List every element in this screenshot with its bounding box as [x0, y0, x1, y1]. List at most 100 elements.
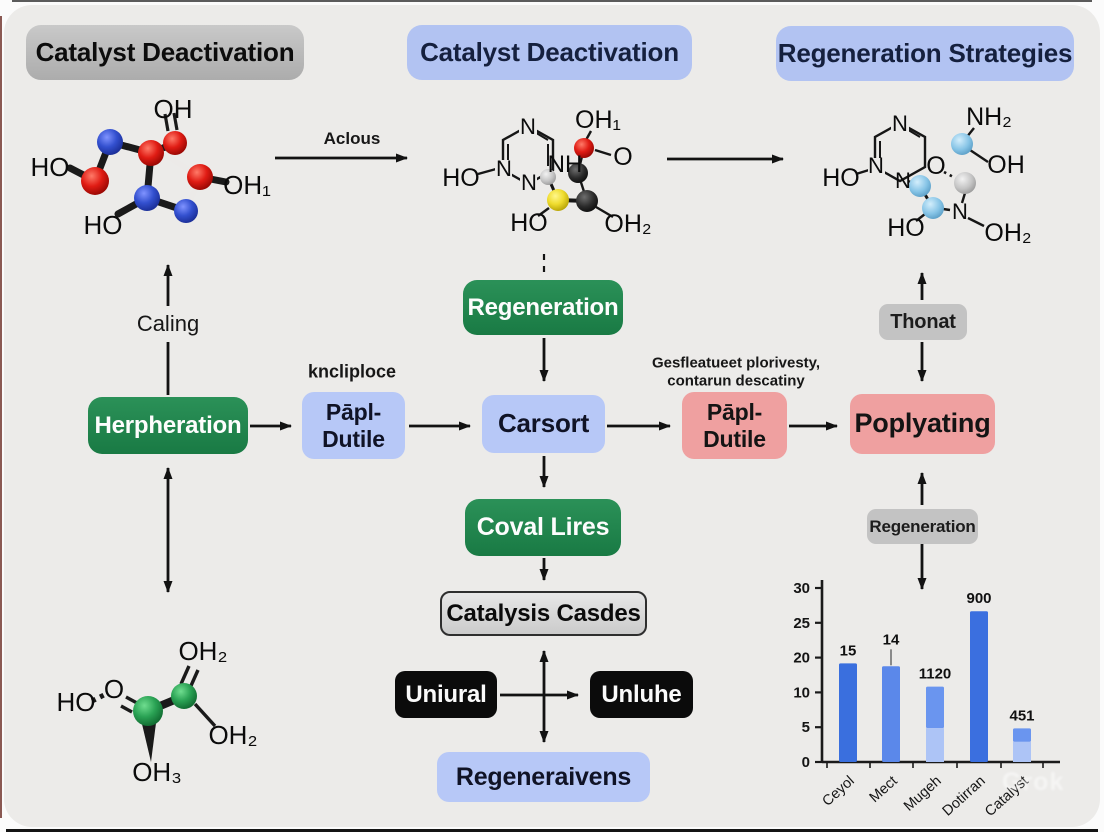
box-label: Regeneraivens [455, 762, 632, 791]
atom-ball [134, 185, 160, 211]
atom-label: HO [31, 152, 70, 182]
atom-label: OH₂ [178, 636, 227, 666]
atom-label: OH₂ [984, 219, 1031, 247]
atom-label: OH₂ [604, 210, 651, 238]
atom-label: OH₂ [208, 720, 257, 750]
chart-bar [1013, 728, 1031, 742]
box-label: Uniural [405, 680, 487, 708]
box-label: Herpheration [94, 411, 242, 439]
molecule-top-left: OH HO OH₁ HO [31, 94, 272, 240]
box-papl-dutile-blue: Pāpl- Dutile [302, 392, 405, 459]
header-regeneration-strategies: Regeneration Strategies [776, 26, 1074, 81]
box-label: Thonat [890, 310, 956, 333]
atom-label: HO [84, 210, 123, 240]
box-label: Regeneration [467, 293, 619, 321]
atom-ball [540, 169, 556, 185]
box-label: Catalysis Casdes [446, 599, 641, 627]
atom-label: N [952, 199, 968, 224]
atom-label: HO [822, 164, 860, 192]
atom-label: N [892, 111, 908, 136]
chart-bar-value-label: 15 [840, 642, 857, 659]
atom-label: OH [154, 94, 193, 124]
label-caling: Caling [136, 311, 200, 336]
label-ges-line2: contarun descatiny [667, 372, 805, 390]
atom-ball [81, 167, 109, 195]
flow-arrows [163, 153, 927, 743]
chart-y-tick-label: 5 [802, 719, 810, 736]
atom-label: N [895, 168, 911, 193]
edge-artifact-top [12, 0, 1092, 2]
molecule-bottom-left: OH₂ HO O OH₂ OH₃ [57, 636, 258, 787]
box-coval-lires: Coval Lires [465, 499, 621, 556]
chart-y-tick-label: 0 [802, 754, 810, 771]
atom-ball [133, 696, 163, 726]
box-regeneration-gray: Regeneration [867, 509, 978, 544]
box-papl-dutile-red: Pāpl- Dutile [682, 392, 787, 459]
chart-bar-value-label: 14 [883, 631, 900, 648]
chart-category-label: Mect [867, 773, 901, 806]
atom-ball [574, 138, 594, 158]
header-catalyst-deactivation-left: Catalyst Deactivation [26, 25, 304, 80]
edge-artifact-left [0, 16, 2, 818]
atom-ball [576, 190, 598, 212]
atom-ball [163, 131, 187, 155]
header-label: Regeneration Strategies [777, 37, 1073, 68]
box-poplyating: Poplyating [850, 394, 995, 454]
chart-bar [926, 686, 944, 729]
chart-bar-value-label: 900 [966, 590, 991, 607]
atom-ball [909, 175, 931, 197]
box-label: Coval Lires [476, 513, 610, 542]
chart-bar [882, 666, 900, 762]
atom-label: NH [548, 151, 583, 178]
atom-ball [171, 683, 197, 709]
chart-category-label: Dotirran [940, 773, 989, 819]
atom-label: O [926, 152, 945, 180]
chart-y-tick-label: 30 [793, 580, 810, 597]
label-kncliploce: kncliploce [307, 361, 397, 382]
atom-ball [951, 133, 973, 155]
bar-chart: 30 25 20 10 5 0 15 Ceyol 14 Mect 1120 Mugeh 900 Dotir… [793, 580, 1060, 820]
box-catalysis-casdes: Catalysis Casdes [440, 591, 647, 636]
atom-label: HO [887, 214, 925, 242]
atom-label: O [613, 143, 632, 171]
header-catalyst-deactivation-mid: Catalyst Deactivation [407, 25, 692, 80]
box-label: Poplyating [854, 408, 991, 439]
watermark: Grok [1002, 768, 1065, 796]
chart-bar-lower [926, 728, 944, 762]
box-label-line1: Pāpl- [325, 399, 382, 426]
box-label: Unluhe [601, 680, 682, 708]
atom-ball [97, 129, 123, 155]
chart-category-label: Mugeh [901, 773, 945, 815]
atom-label: OH [987, 151, 1025, 179]
chart-bar-value-label: 451 [1009, 707, 1034, 724]
atom-ball [547, 189, 569, 211]
label-ges-line1: Gesfleatueet plorivesty, [651, 354, 821, 372]
atom-ball [568, 163, 588, 183]
box-label-line2: Dutile [322, 425, 385, 452]
box-unluhe: Unluhe [590, 671, 693, 718]
atom-label: HO [57, 687, 96, 717]
molecule-top-middle: N N N NH HO OH₁ O HO OH₂ [442, 106, 651, 238]
box-label: Regeneration [869, 516, 976, 536]
atom-label: OH₃ [132, 757, 182, 787]
atom-label: HO [510, 209, 548, 237]
box-herpheration: Herpheration [88, 397, 248, 454]
chart-bar [839, 663, 857, 762]
atom-label: O [104, 674, 124, 704]
atom-label: N [496, 156, 512, 181]
atom-label: NH₂ [966, 103, 1012, 131]
chart-bar-lower [1013, 741, 1031, 762]
chart-category-label: Ceyol [819, 773, 857, 810]
box-label-line2: Dutile [703, 425, 766, 452]
atom-ball [954, 172, 976, 194]
atom-label: N [868, 153, 884, 178]
box-thonat: Thonat [879, 304, 967, 340]
atom-label: N [521, 170, 537, 195]
edge-artifact-bottom [6, 829, 1098, 832]
atom-ball [187, 164, 213, 190]
box-label-line1: Pāpl- [706, 399, 763, 426]
atom-ball [138, 140, 164, 166]
box-uniural: Uniural [395, 671, 497, 718]
chart-y-tick-label: 10 [793, 684, 810, 701]
